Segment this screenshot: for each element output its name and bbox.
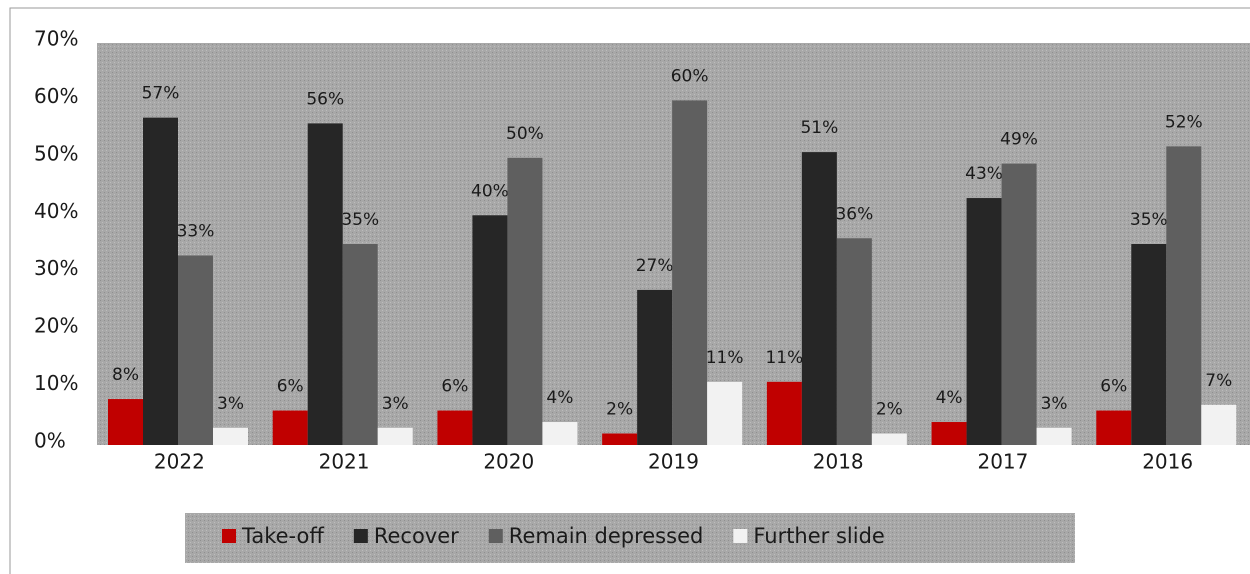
y-tick-label: 10% [34, 371, 78, 395]
legend-label: Recover [374, 524, 459, 548]
bar [1036, 427, 1072, 445]
data-label: 57% [142, 84, 180, 104]
x-tick-label: 2017 [977, 450, 1028, 474]
y-tick-label: 40% [34, 199, 78, 223]
data-label: 49% [1000, 130, 1038, 150]
bar [507, 157, 543, 445]
data-label: 8% [112, 365, 139, 385]
bar [1096, 410, 1132, 445]
x-tick-label: 2022 [154, 450, 205, 474]
legend-box [185, 513, 1075, 563]
bar [213, 427, 248, 445]
legend-swatch [488, 529, 503, 543]
data-label: 3% [217, 394, 244, 414]
legend-swatch [353, 529, 368, 543]
data-label: 6% [1100, 377, 1127, 397]
bar [637, 289, 673, 445]
legend-label: Take-off [241, 524, 324, 548]
bar [966, 198, 1002, 445]
data-label: 11% [765, 348, 803, 368]
data-label: 43% [965, 164, 1003, 184]
bar [871, 433, 907, 445]
y-tick-label: 20% [34, 314, 78, 338]
bar [707, 381, 743, 445]
bar [272, 410, 308, 445]
data-label: 2% [606, 400, 633, 420]
data-label: 35% [1130, 210, 1168, 230]
data-label: 2% [876, 400, 903, 420]
bar [836, 238, 872, 445]
data-label: 7% [1205, 371, 1232, 391]
bar [801, 152, 837, 445]
data-label: 36% [835, 204, 873, 224]
data-label: 60% [671, 66, 709, 86]
data-label: 27% [636, 256, 674, 276]
y-tick-label: 70% [34, 27, 78, 51]
bar [178, 255, 213, 445]
data-label: 3% [382, 394, 409, 414]
bar [1131, 244, 1167, 445]
x-tick-label: 2016 [1142, 450, 1193, 474]
bar [542, 422, 578, 445]
x-tick-label: 2018 [813, 450, 864, 474]
data-label: 52% [1165, 112, 1203, 132]
bar [602, 433, 638, 445]
data-label: 6% [277, 377, 304, 397]
bar [377, 427, 413, 445]
legend-label: Remain depressed [509, 524, 704, 548]
bar [108, 399, 143, 445]
bar [437, 410, 473, 445]
bar [931, 422, 967, 445]
y-tick-label: 30% [34, 256, 78, 280]
y-tick-label: 50% [34, 141, 78, 165]
data-label: 33% [177, 221, 215, 241]
bar [1166, 146, 1202, 445]
x-tick-label: 2020 [483, 450, 534, 474]
data-label: 4% [936, 388, 963, 408]
data-label: 51% [800, 118, 838, 138]
y-tick-label: 0% [34, 429, 66, 453]
data-label: 3% [1041, 394, 1068, 414]
bar [472, 215, 508, 445]
bar [342, 244, 378, 445]
data-label: 35% [341, 210, 379, 230]
legend-label: Further slide [753, 524, 885, 548]
legend-swatch [222, 529, 236, 543]
legend-swatch [733, 529, 748, 543]
chart-border [9, 7, 1250, 574]
y-tick-label: 60% [34, 84, 78, 108]
data-label: 6% [441, 377, 468, 397]
data-label: 4% [546, 388, 573, 408]
bar [143, 117, 178, 446]
data-label: 40% [471, 181, 509, 201]
bar [1201, 404, 1237, 445]
x-tick-label: 2019 [648, 450, 699, 474]
data-label: 56% [306, 89, 344, 109]
data-label: 50% [506, 124, 544, 144]
x-tick-label: 2021 [319, 450, 370, 474]
bar [672, 100, 708, 445]
bar [766, 381, 802, 445]
bar [307, 123, 343, 446]
data-label: 11% [706, 348, 744, 368]
bar [1001, 163, 1037, 445]
